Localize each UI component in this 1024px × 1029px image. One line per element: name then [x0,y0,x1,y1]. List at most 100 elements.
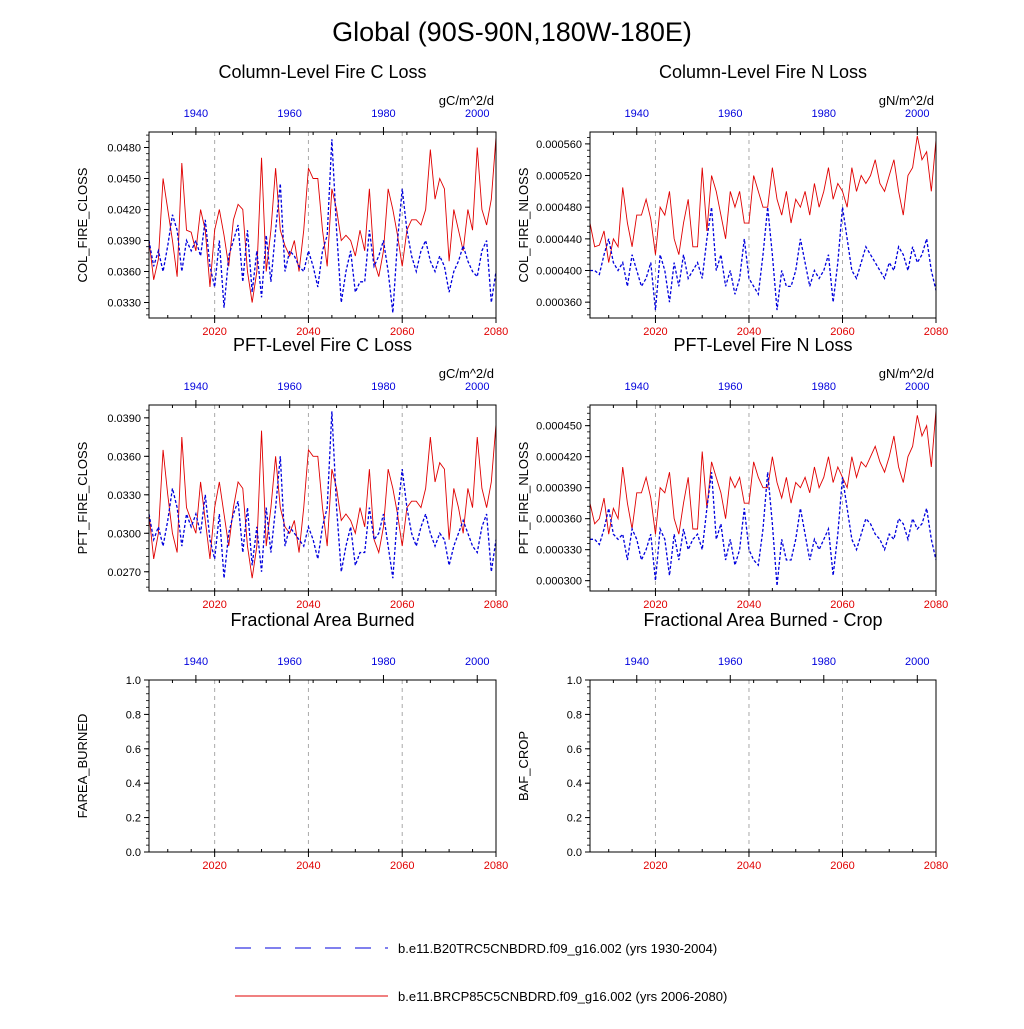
y-tick-label: 1.0 [126,675,141,687]
series-line-red [589,135,937,263]
series-line-red [148,424,497,579]
y-tick-label: 0.0390 [107,236,141,248]
legend: b.e11.B20TRC5CNBDRD.f09_g16.002 (yrs 193… [235,941,727,1004]
plot-frame [148,404,497,592]
y-tick-label: 0.8 [126,709,141,721]
y-tick-label: 0.4 [126,778,141,790]
series-line-red [148,137,497,303]
x-tick-label: 2040 [737,326,761,338]
y-tick-label: 0.000360 [536,297,582,309]
y-tick-label: 0.0300 [107,528,141,540]
y-tick-label: 0.000360 [536,514,582,526]
chart-panel-5: Fractional Area Burned FAREA_BURNED 0.0 0.2… [75,610,508,872]
top-tick-label: 1960 [718,656,742,668]
top-tick-label: 2000 [465,108,489,120]
page-title: Global (90S-90N,180W-180E) [332,17,692,47]
chart-title: Fractional Area Burned - Crop [643,610,882,630]
plot-frame [148,131,497,319]
top-tick-label: 1980 [812,381,836,393]
chart-units: gN/m^2/d [879,93,934,108]
x-tick-label: 2060 [830,599,854,611]
top-tick-label: 2000 [465,656,489,668]
chart-panel-1: Column-Level Fire C Loss gC/m^2/d COL_FIRE… [75,62,508,338]
series-line-blue [590,472,937,586]
y-axis-label: FAREA_BURNED [75,714,90,819]
plot-frame [589,131,937,319]
top-tick-label: 1960 [277,656,301,668]
y-tick-label: 0.000300 [536,576,582,588]
y-tick-label: 0.2 [567,813,582,825]
y-tick-label: 0.000450 [536,421,582,433]
chart-title: Column-Level Fire N Loss [659,62,867,82]
y-tick-label: 0.6 [126,744,141,756]
y-axis-label: PFT_FIRE_CLOSS [75,441,90,554]
top-tick-label: 1940 [184,381,208,393]
chart-title: PFT-Level Fire N Loss [673,335,852,355]
top-tick-label: 1980 [812,656,836,668]
chart-panel-3: PFT-Level Fire C Loss gC/m^2/d PFT_FIRE_CL… [75,335,508,611]
top-tick-label: 1940 [625,656,649,668]
y-tick-label: 0.0450 [107,174,141,186]
chart-title: PFT-Level Fire C Loss [233,335,412,355]
y-tick-label: 0.000400 [536,266,582,278]
top-tick-label: 2000 [905,381,929,393]
top-tick-label: 1960 [277,108,301,120]
x-tick-label: 2080 [484,860,508,872]
y-tick-label: 0.0270 [107,567,141,579]
y-tick-label: 0.0480 [107,143,141,155]
y-tick-label: 0.0390 [107,413,141,425]
top-tick-label: 1980 [371,656,395,668]
x-tick-label: 2060 [830,326,854,338]
top-tick-label: 1960 [718,108,742,120]
series-line-blue [148,139,497,313]
series-line-blue [590,207,937,311]
y-tick-label: 0.0360 [107,451,141,463]
y-tick-label: 1.0 [567,675,582,687]
x-tick-label: 2080 [484,599,508,611]
y-tick-label: 0.0330 [107,490,141,502]
x-tick-label: 2020 [643,599,667,611]
x-tick-label: 2020 [202,599,226,611]
x-tick-label: 2040 [296,599,320,611]
chart-units: gC/m^2/d [439,93,494,108]
top-tick-label: 1940 [625,108,649,120]
chart-units: gC/m^2/d [439,366,494,381]
x-tick-label: 2020 [643,860,667,872]
x-tick-label: 2040 [296,326,320,338]
chart-panel-2: Column-Level Fire N Loss gN/m^2/d COL_FIRE… [516,62,948,338]
y-tick-label: 0.000480 [536,202,582,214]
x-tick-label: 2040 [296,860,320,872]
top-tick-label: 2000 [465,381,489,393]
top-tick-label: 2000 [905,656,929,668]
y-tick-label: 0.000560 [536,139,582,151]
legend-blue-label: b.e11.B20TRC5CNBDRD.f09_g16.002 (yrs 193… [398,941,717,956]
y-axis-label: COL_FIRE_CLOSS [75,167,90,282]
x-tick-label: 2080 [484,326,508,338]
y-axis-label: COL_FIRE_NLOSS [516,167,531,282]
y-tick-label: 0.000440 [536,234,582,246]
panels: Column-Level Fire C Loss gC/m^2/d COL_FIRE… [75,62,948,872]
y-tick-label: 0.6 [567,744,582,756]
x-tick-label: 2040 [737,599,761,611]
y-axis-label: PFT_FIRE_NLOSS [516,441,531,554]
legend-red-label: b.e11.BRCP85C5CNBDRD.f09_g16.002 (yrs 20… [398,989,727,1004]
y-tick-label: 0.8 [567,709,582,721]
series-line-blue [148,411,497,579]
x-tick-label: 2080 [924,599,948,611]
y-tick-label: 0.000330 [536,545,582,557]
x-tick-label: 2020 [202,326,226,338]
x-tick-label: 2060 [830,860,854,872]
y-tick-label: 0.0330 [107,298,141,310]
top-tick-label: 1940 [184,656,208,668]
plot-frame [589,679,937,853]
top-tick-label: 1980 [371,108,395,120]
series-line-red [589,410,937,535]
y-tick-label: 0.0420 [107,205,141,217]
x-tick-label: 2060 [390,599,414,611]
plot-frame [148,679,497,853]
x-tick-label: 2040 [737,860,761,872]
x-tick-label: 2020 [202,860,226,872]
chart-panel-4: PFT-Level Fire N Loss gN/m^2/d PFT_FIRE_NL… [516,335,948,611]
y-tick-label: 0.000520 [536,171,582,183]
